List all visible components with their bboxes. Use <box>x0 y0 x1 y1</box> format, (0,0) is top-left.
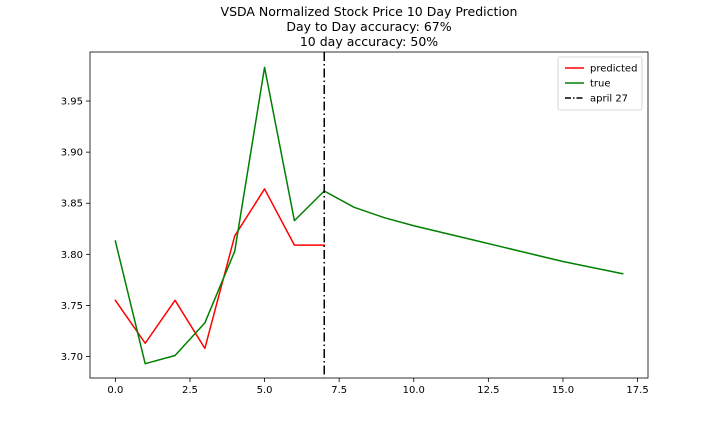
x-tick-label: 2.5 <box>182 385 198 396</box>
y-tick-label: 3.85 <box>61 199 83 210</box>
legend: predicted true april 27 <box>557 56 643 111</box>
x-tick-label: 15.0 <box>552 385 574 396</box>
chart-title: VSDA Normalized Stock Price 10 Day Predi… <box>221 4 518 49</box>
chart-subtitle-line-2: 10 day accuracy: 50% <box>300 34 438 49</box>
y-tick-label: 3.90 <box>61 148 83 159</box>
x-tick-label: 17.5 <box>626 385 648 396</box>
y-tick-label: 3.70 <box>61 352 83 363</box>
legend-label-april-27: april 27 <box>590 94 628 105</box>
y-tick-label: 3.80 <box>61 250 83 261</box>
legend-box <box>557 56 643 111</box>
series-line-true <box>114 66 624 365</box>
legend-label-true: true <box>590 79 611 90</box>
x-tick-label: 0.0 <box>107 385 123 396</box>
y-tick-label: 3.95 <box>61 97 83 108</box>
series-line-predicted <box>114 188 325 350</box>
chart-subtitle-line-1: Day to Day accuracy: 67% <box>286 19 451 34</box>
x-tick-label: 7.5 <box>331 385 347 396</box>
y-tick-label: 3.75 <box>61 301 83 312</box>
x-tick-label: 10.0 <box>403 385 425 396</box>
x-tick-label: 5.0 <box>257 385 273 396</box>
chart-title-line: VSDA Normalized Stock Price 10 Day Predi… <box>221 4 518 19</box>
legend-label-predicted: predicted <box>590 64 637 75</box>
axes-frame <box>89 51 649 379</box>
plot-area: 0.0 2.5 5.0 7.5 10.0 12.5 15.0 17.5 3.70 3.75 3.80… <box>61 51 649 396</box>
x-tick-label: 12.5 <box>477 385 499 396</box>
